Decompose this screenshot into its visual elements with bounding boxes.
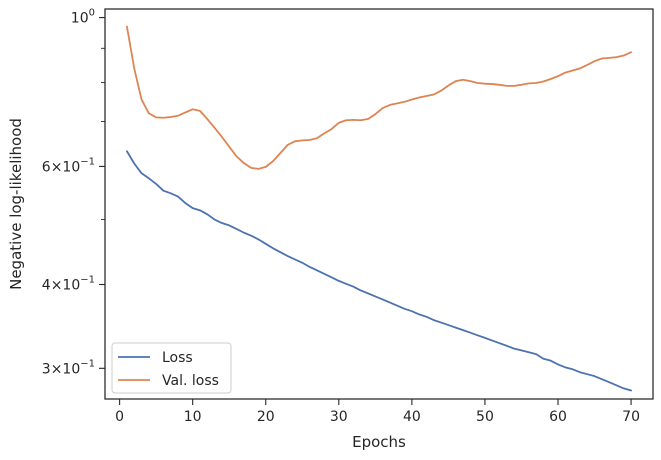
y-tick-label: 6×10−1: [42, 156, 95, 175]
series-line-loss: [126, 150, 632, 392]
legend-label-val-loss: Val. loss: [162, 373, 219, 389]
series-line-val-loss: [126, 25, 632, 170]
x-tick-label: 10: [184, 409, 202, 425]
y-axis-label: Negative log-likelihood: [7, 118, 25, 290]
y-tick-label: 3×10−1: [42, 358, 95, 377]
x-tick-label: 30: [330, 409, 348, 425]
x-tick-label: 20: [257, 409, 275, 425]
y-tick-label: 4×10−1: [42, 275, 95, 294]
x-tick-label: 70: [622, 409, 640, 425]
ticks-layer: 0 10 20 30 40 50 60 70 3×10−1 4×10−1 6×10−1 100: [42, 8, 640, 425]
legend-label-loss: Loss: [162, 350, 193, 366]
plot-frame: [104, 8, 654, 400]
x-tick-label: 40: [403, 409, 421, 425]
y-tick-label: 100: [71, 8, 95, 27]
x-tick-label: 50: [476, 409, 494, 425]
x-axis-label: Epochs: [352, 433, 406, 451]
x-tick-label: 60: [549, 409, 567, 425]
series-layer: [126, 25, 632, 392]
x-tick-label: 0: [115, 409, 124, 425]
legend: Loss Val. loss: [111, 342, 232, 394]
